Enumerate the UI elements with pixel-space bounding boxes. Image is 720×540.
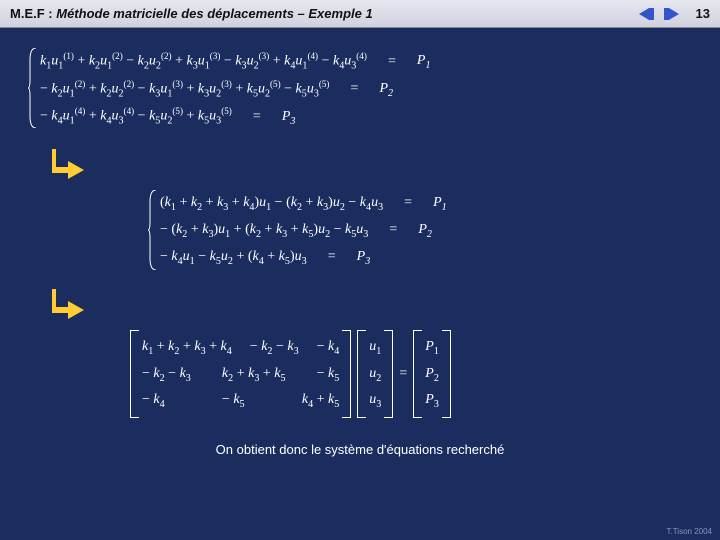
header-prefix: M.E.F : — [10, 6, 53, 21]
equation-system-2: (k1 + k2 + k3 + k4)u1 − (k2 + k3)u2 − k4… — [150, 190, 690, 271]
left-brace-icon — [28, 48, 38, 128]
equation-lhs: − k2u1(2) + k2u2(2) − k3u1(3) + k3u2(3) … — [40, 76, 329, 104]
equation-lhs: k1u1(1) + k2u1(2) − k2u2(2) + k3u1(3) − … — [40, 48, 367, 76]
vector-cell: u2 — [369, 361, 381, 388]
equation-row: − k2u1(2) + k2u2(2) − k3u1(3) + k3u2(3) … — [30, 76, 690, 104]
equals-sign: = — [325, 244, 339, 271]
left-brace-icon — [148, 190, 158, 270]
conclusion-text: On obtient donc le système d'équations r… — [30, 442, 690, 457]
matrix-cell: − k4 — [317, 334, 340, 361]
matrix-cell: − k2 − k3 — [142, 361, 191, 388]
vector-cell: P1 — [425, 334, 439, 361]
equals-sign: = — [386, 217, 400, 244]
vector-cell: P2 — [425, 361, 439, 388]
equation-row: (k1 + k2 + k3 + k4)u1 − (k2 + k3)u2 − k4… — [150, 190, 690, 217]
equation-rhs: P2 — [379, 76, 393, 103]
equation-lhs: − (k2 + k3)u1 + (k2 + k3 + k5)u2 − k5u3 — [160, 217, 368, 244]
equation-row: − k4u1 − k5u2 + (k4 + k5)u3 = P3 — [150, 244, 690, 271]
equation-row: k1u1(1) + k2u1(2) − k2u2(2) + k3u1(3) − … — [30, 48, 690, 76]
equation-lhs: − k4u1 − k5u2 + (k4 + k5)u3 — [160, 244, 307, 271]
copyright: T.Tison 2004 — [666, 527, 712, 536]
slide-header: M.E.F : Méthode matricielle des déplacem… — [0, 0, 720, 28]
equation-rhs: P2 — [418, 217, 432, 244]
matrix-cell: − k4 — [142, 387, 165, 414]
equals-sign: = — [399, 366, 407, 382]
equals-sign: = — [347, 76, 361, 103]
equation-rhs: P1 — [433, 190, 447, 217]
stiffness-matrix: k1 + k2 + k3 + k4− k2 − k3− k4− k2 − k3k… — [130, 330, 351, 419]
vector-cell: u1 — [369, 334, 381, 361]
equals-sign: = — [250, 104, 264, 131]
equation-rhs: P1 — [417, 48, 431, 75]
matrix-equation: k1 + k2 + k3 + k4− k2 − k3− k4− k2 − k3k… — [130, 330, 690, 419]
equation-rhs: P3 — [282, 104, 296, 131]
equation-lhs: (k1 + k2 + k3 + k4)u1 − (k2 + k3)u2 − k4… — [160, 190, 383, 217]
derive-arrow-icon — [52, 289, 86, 324]
matrix-cell: k4 + k5 — [302, 387, 339, 414]
header-title: M.E.F : Méthode matricielle des déplacem… — [10, 6, 638, 21]
equals-sign: = — [401, 190, 415, 217]
matrix-cell: − k5 — [222, 387, 245, 414]
equation-lhs: − k4u1(4) + k4u3(4) − k5u2(5) + k5u3(5) — [40, 103, 232, 131]
next-icon[interactable] — [662, 7, 680, 21]
vector-cell: u3 — [369, 387, 381, 414]
matrix-cell: k2 + k3 + k5 — [222, 361, 286, 388]
header-nav: 13 — [638, 6, 710, 21]
force-vector: P1P2P3 — [413, 330, 451, 419]
slide-content: k1u1(1) + k2u1(2) − k2u2(2) + k3u1(3) − … — [0, 28, 720, 457]
header-title-text: Méthode matricielle des déplacements – E… — [56, 6, 372, 21]
equation-system-1: k1u1(1) + k2u1(2) − k2u2(2) + k3u1(3) − … — [30, 48, 690, 131]
matrix-cell: k1 + k2 + k3 + k4 — [142, 334, 232, 361]
equation-row: − (k2 + k3)u1 + (k2 + k3 + k5)u2 − k5u3 =… — [150, 217, 690, 244]
vector-cell: P3 — [425, 387, 439, 414]
equation-rhs: P3 — [357, 244, 371, 271]
equation-row: − k4u1(4) + k4u3(4) − k5u2(5) + k5u3(5) =… — [30, 103, 690, 131]
matrix-cell: − k5 — [317, 361, 340, 388]
page-number: 13 — [696, 6, 710, 21]
derive-arrow-icon — [52, 149, 86, 184]
prev-icon[interactable] — [638, 7, 656, 21]
matrix-cell: − k2 − k3 — [250, 334, 299, 361]
equals-sign: = — [385, 49, 399, 76]
displacement-vector: u1u2u3 — [357, 330, 393, 419]
